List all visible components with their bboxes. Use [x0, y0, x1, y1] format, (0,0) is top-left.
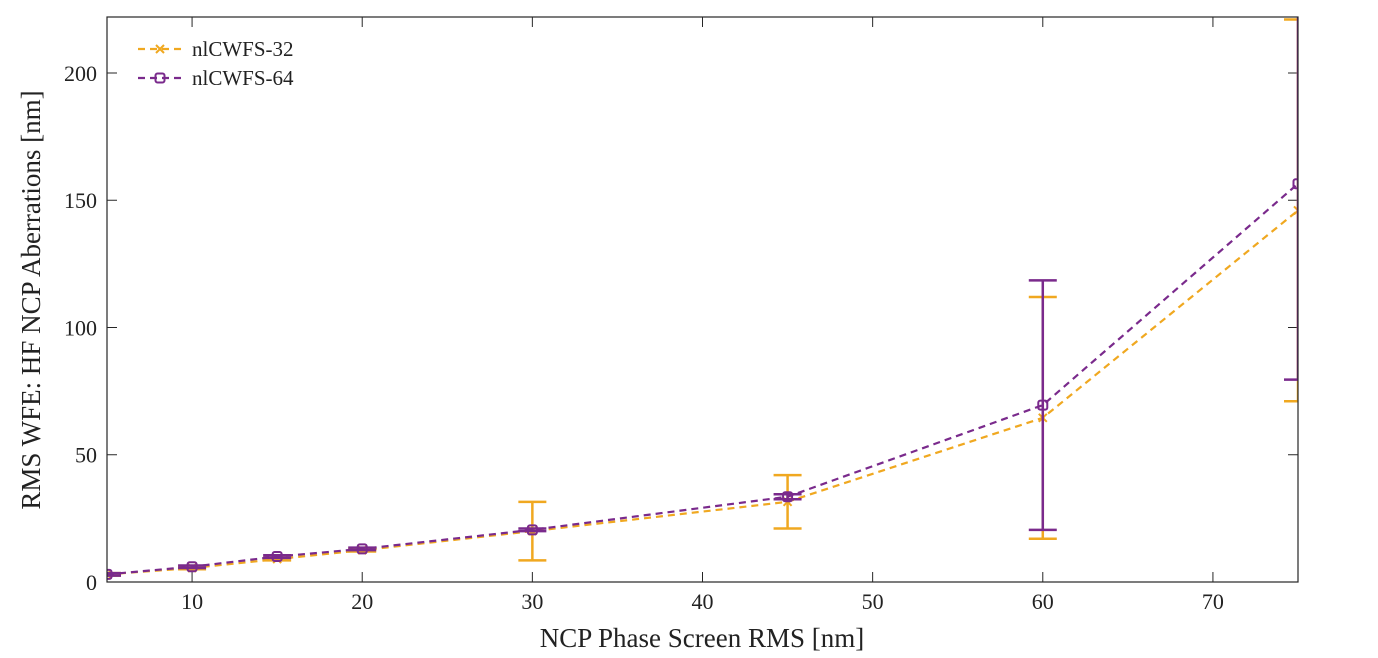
series-layer [107, 17, 1298, 580]
x-tick-label: 70 [1202, 589, 1224, 614]
data-point [356, 543, 368, 555]
legend: nlCWFS-32 nlCWFS-64 [138, 37, 294, 90]
x-tick-labels: 10 20 30 40 50 60 70 [181, 589, 1224, 614]
series-line [107, 182, 1298, 576]
y-tick-label: 150 [64, 188, 97, 213]
error-bar [1284, 17, 1298, 381]
data-point [782, 491, 794, 503]
y-tick-label: 100 [64, 315, 97, 340]
data-point [107, 568, 113, 580]
legend-item: nlCWFS-32 [138, 37, 294, 61]
plot-area [107, 17, 1298, 582]
x-axis-label: NCP Phase Screen RMS [nm] [540, 623, 865, 653]
legend-label: nlCWFS-64 [192, 66, 294, 90]
x-tick-label: 50 [862, 589, 884, 614]
x-tick-label: 20 [351, 589, 373, 614]
legend-item: nlCWFS-64 [138, 66, 294, 90]
legend-label: nlCWFS-32 [192, 37, 294, 61]
x-tick-label: 10 [181, 589, 203, 614]
y-tick-labels: 0 50 100 150 200 [64, 61, 97, 595]
series-line [107, 209, 1298, 576]
x-tick-label: 60 [1032, 589, 1054, 614]
plot-frame [106, 16, 1299, 583]
series-nlCWFS-64 [107, 17, 1298, 580]
data-point [186, 561, 198, 573]
error-bar [107, 571, 121, 577]
x-axis-ticks [191, 17, 1214, 582]
data-point [1037, 399, 1049, 411]
error-bar [1284, 18, 1298, 403]
data-point [271, 551, 283, 563]
data-point [1293, 205, 1298, 216]
legend-marker [155, 44, 165, 54]
y-tick-label: 50 [75, 443, 97, 468]
y-tick-label: 0 [86, 570, 97, 595]
legend-marker [154, 72, 166, 84]
data-point [1292, 178, 1298, 190]
x-tick-label: 40 [692, 589, 714, 614]
y-axis-label: RMS WFE: HF NCP Aberrations [nm] [16, 90, 46, 509]
error-bar [1028, 279, 1057, 532]
data-point [107, 569, 112, 580]
y-tick-label: 200 [64, 61, 97, 86]
x-tick-label: 30 [521, 589, 543, 614]
data-point [526, 524, 538, 536]
